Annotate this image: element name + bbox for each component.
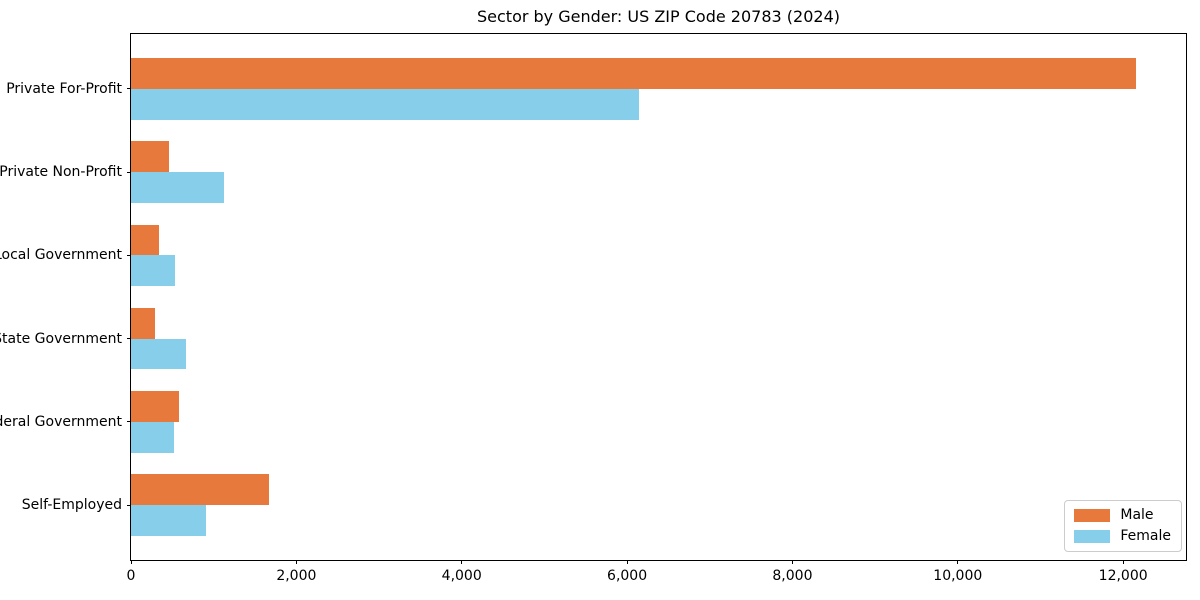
x-tick-label-8000: 8,000 — [772, 568, 813, 584]
legend-label-female: Female — [1120, 528, 1171, 544]
y-tick-label-private-for-profit: Private For-Profit — [6, 80, 122, 97]
bar-male-private-for-profit — [131, 57, 1136, 89]
x-tick — [1122, 560, 1124, 564]
y-tick-label-federal-government: Federal Government — [0, 413, 122, 430]
x-tick-label-10000: 10,000 — [933, 568, 983, 584]
legend: Male Female — [1064, 500, 1182, 552]
bar-female-state-government — [131, 338, 186, 370]
x-tick-label-6000: 6,000 — [607, 568, 648, 584]
y-tick-label-self-employed: Self-Employed — [21, 497, 122, 514]
x-tick — [461, 560, 463, 564]
chart-title: Sector by Gender: US ZIP Code 20783 (202… — [477, 7, 840, 26]
x-tick — [957, 560, 959, 564]
bar-female-private-non-profit — [131, 172, 224, 203]
x-tick-label-2000: 2,000 — [276, 568, 317, 584]
x-tick — [295, 560, 297, 564]
y-tick — [127, 338, 131, 340]
bar-female-private-for-profit — [131, 88, 639, 120]
x-tick — [626, 560, 628, 564]
legend-label-male: Male — [1120, 507, 1154, 523]
legend-item-female: Female — [1074, 529, 1171, 544]
bar-male-local-government — [131, 224, 160, 256]
y-tick — [127, 421, 131, 423]
y-tick-label-state-government: State Government — [0, 330, 122, 347]
x-tick — [130, 560, 132, 564]
y-tick — [127, 504, 131, 506]
plot-area: Male Female Private For-Profit Private No… — [0, 33, 1187, 584]
legend-swatch-female — [1074, 530, 1111, 543]
bar-male-state-government — [131, 307, 155, 339]
bar-male-private-non-profit — [131, 141, 170, 173]
legend-swatch-male — [1074, 509, 1111, 522]
bar-female-local-government — [131, 255, 175, 287]
bar-male-self-employed — [131, 474, 270, 506]
y-tick — [127, 88, 131, 90]
x-tick-label-12000: 12,000 — [1098, 568, 1148, 584]
bar-female-federal-government — [131, 421, 174, 453]
x-tick-label-4000: 4,000 — [441, 568, 482, 584]
legend-item-male: Male — [1074, 508, 1171, 523]
bar-female-self-employed — [131, 505, 207, 537]
y-tick-label-local-government: Local Government — [0, 247, 122, 264]
x-tick-label-0: 0 — [126, 568, 136, 584]
x-tick — [791, 560, 793, 564]
bar-male-federal-government — [131, 391, 179, 422]
y-tick — [127, 254, 131, 256]
y-tick — [127, 171, 131, 173]
y-tick-label-private-non-profit: Private Non-Profit — [0, 164, 122, 181]
